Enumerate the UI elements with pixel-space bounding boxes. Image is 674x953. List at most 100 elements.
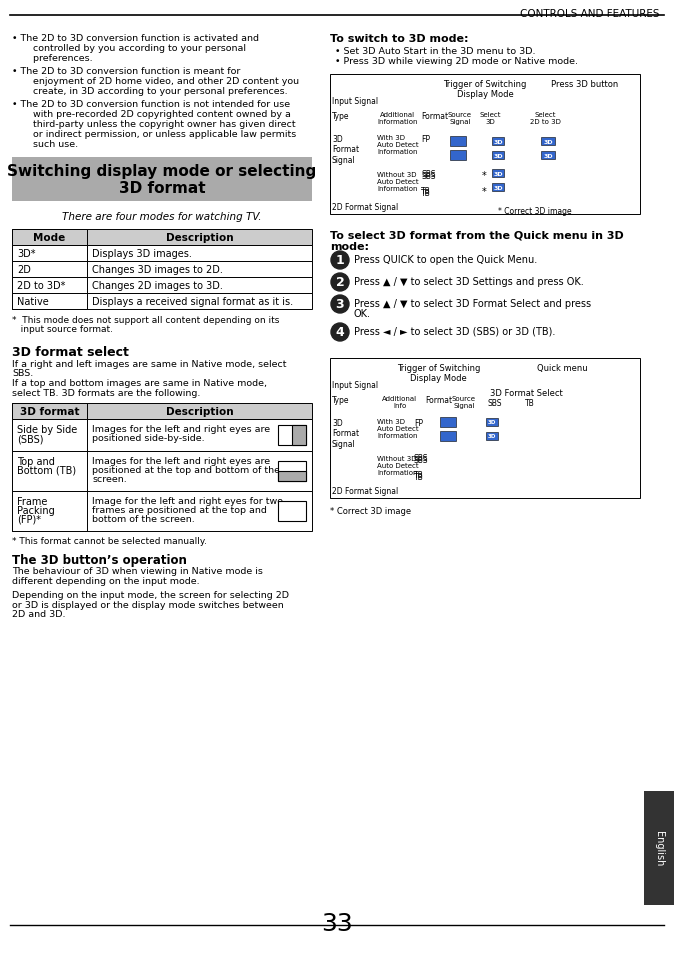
Text: * This format cannot be selected manually.: * This format cannot be selected manuall… <box>12 537 207 545</box>
Text: Frame: Frame <box>17 497 47 506</box>
Text: Format: Format <box>425 395 452 405</box>
Text: input source format.: input source format. <box>12 325 113 334</box>
Text: Mode: Mode <box>34 233 65 243</box>
Text: Depending on the input mode, the screen for selecting 2D: Depending on the input mode, the screen … <box>12 590 289 599</box>
Text: 2D Format Signal: 2D Format Signal <box>332 203 398 212</box>
Text: Additional
Information: Additional Information <box>377 112 417 125</box>
Text: SBS.: SBS. <box>12 369 33 378</box>
Text: Select
2D to 3D: Select 2D to 3D <box>530 112 561 125</box>
Text: positioned side-by-side.: positioned side-by-side. <box>92 434 205 442</box>
Text: OK.: OK. <box>354 309 371 318</box>
Text: • The 2D to 3D conversion function is not intended for use: • The 2D to 3D conversion function is no… <box>12 100 290 109</box>
Text: select TB. 3D formats are the following.: select TB. 3D formats are the following. <box>12 388 200 397</box>
Text: 3D
Format
Signal: 3D Format Signal <box>332 418 359 448</box>
Text: Source
Signal: Source Signal <box>452 395 476 409</box>
Text: Bottom (TB): Bottom (TB) <box>17 465 76 476</box>
Text: Type: Type <box>332 395 350 405</box>
Bar <box>12 403 312 419</box>
Bar <box>440 432 456 441</box>
Text: 3D
Format
Signal: 3D Format Signal <box>332 135 359 165</box>
Text: The behaviour of 3D when viewing in Native mode is: The behaviour of 3D when viewing in Nati… <box>12 566 263 576</box>
Text: SBS: SBS <box>488 398 503 408</box>
Bar <box>450 151 466 161</box>
Text: SBS: SBS <box>414 454 429 462</box>
Text: Input Signal: Input Signal <box>332 380 378 390</box>
Text: 4: 4 <box>336 326 344 339</box>
Bar <box>12 492 312 532</box>
Text: 3D: 3D <box>543 139 553 144</box>
Text: Input Signal: Input Signal <box>332 97 378 106</box>
Text: 2D to 3D*: 2D to 3D* <box>17 281 65 291</box>
Text: or 3D is displayed or the display mode switches between: or 3D is displayed or the display mode s… <box>12 599 284 609</box>
Bar <box>12 246 312 262</box>
Text: create, in 3D according to your personal preferences.: create, in 3D according to your personal… <box>27 87 288 96</box>
Text: 2: 2 <box>336 276 344 289</box>
Text: SBS: SBS <box>414 456 429 464</box>
Text: 3D: 3D <box>493 139 503 144</box>
Bar <box>278 426 306 446</box>
Text: • Set 3D Auto Start in the 3D menu to 3D.: • Set 3D Auto Start in the 3D menu to 3D… <box>335 47 536 56</box>
Bar <box>12 262 87 277</box>
Text: *  This mode does not support all content depending on its: * This mode does not support all content… <box>12 315 280 325</box>
Text: such use.: such use. <box>27 140 78 149</box>
Text: 3D: 3D <box>493 172 503 176</box>
Text: 3: 3 <box>336 298 344 312</box>
Text: 33: 33 <box>321 911 353 935</box>
Text: Select
3D: Select 3D <box>480 112 501 125</box>
Text: Additional
Info: Additional Info <box>382 395 417 409</box>
Text: Description: Description <box>166 407 233 416</box>
Text: SBS: SBS <box>421 170 435 179</box>
Bar <box>292 426 306 446</box>
Text: • The 2D to 3D conversion function is activated and: • The 2D to 3D conversion function is ac… <box>12 34 259 43</box>
Text: 1: 1 <box>336 254 344 267</box>
Text: Press QUICK to open the Quick Menu.: Press QUICK to open the Quick Menu. <box>354 254 537 265</box>
Text: 3D format select: 3D format select <box>12 346 129 358</box>
Text: Without 3D
Auto Detect
Information: Without 3D Auto Detect Information <box>377 172 419 192</box>
Bar <box>492 170 504 178</box>
Text: TB: TB <box>421 189 431 198</box>
Bar <box>12 452 312 492</box>
Text: 2D: 2D <box>17 265 31 274</box>
Text: • The 2D to 3D conversion function is meant for: • The 2D to 3D conversion function is me… <box>12 67 241 76</box>
Bar <box>12 419 87 452</box>
Text: controlled by you according to your personal: controlled by you according to your pers… <box>27 44 246 53</box>
Circle shape <box>331 324 349 341</box>
Text: bottom of the screen.: bottom of the screen. <box>92 515 195 523</box>
Bar <box>12 246 87 262</box>
Circle shape <box>331 274 349 292</box>
Text: Trigger of Switching
Display Mode: Trigger of Switching Display Mode <box>443 80 526 99</box>
Text: 2D Format Signal: 2D Format Signal <box>332 486 398 496</box>
Text: *: * <box>482 187 487 196</box>
Bar <box>541 152 555 160</box>
Text: If a right and left images are same in Native mode, select: If a right and left images are same in N… <box>12 359 286 369</box>
Text: To select 3D format from the Quick menu in 3D
mode:: To select 3D format from the Quick menu … <box>330 230 623 252</box>
Text: Image for the left and right eyes for two: Image for the left and right eyes for tw… <box>92 497 283 505</box>
Text: FP: FP <box>414 418 423 428</box>
Text: If a top and bottom images are same in Native mode,: If a top and bottom images are same in N… <box>12 378 267 388</box>
Circle shape <box>331 252 349 270</box>
Text: third-party unless the copyright owner has given direct: third-party unless the copyright owner h… <box>27 120 296 129</box>
Bar <box>12 230 312 246</box>
Text: Side by Side: Side by Side <box>17 424 78 435</box>
Bar <box>12 403 87 419</box>
Text: screen.: screen. <box>92 475 127 483</box>
Bar <box>12 158 312 202</box>
Text: Images for the left and right eyes are: Images for the left and right eyes are <box>92 456 270 465</box>
Text: There are four modes for watching TV.: There are four modes for watching TV. <box>62 212 262 222</box>
Text: Packing: Packing <box>17 505 55 516</box>
Text: With 3D
Auto Detect
Information: With 3D Auto Detect Information <box>377 418 419 438</box>
Bar <box>330 75 640 214</box>
Text: Quick menu: Quick menu <box>537 364 588 373</box>
Text: Without 3D
Auto Detect
Information: Without 3D Auto Detect Information <box>377 456 419 476</box>
Bar <box>541 138 555 146</box>
Text: 3D: 3D <box>493 185 503 191</box>
Text: or indirect permission, or unless applicable law permits: or indirect permission, or unless applic… <box>27 130 297 139</box>
Text: 2D and 3D.: 2D and 3D. <box>12 609 65 618</box>
Bar <box>12 230 87 246</box>
Text: * Correct 3D image: * Correct 3D image <box>498 207 572 215</box>
Text: Source
Signal: Source Signal <box>448 112 472 125</box>
Text: The 3D button’s operation: The 3D button’s operation <box>12 554 187 566</box>
Text: TB: TB <box>421 187 431 195</box>
Bar <box>330 358 640 498</box>
Text: Press ◄ / ► to select 3D (SBS) or 3D (TB).: Press ◄ / ► to select 3D (SBS) or 3D (TB… <box>354 327 555 336</box>
